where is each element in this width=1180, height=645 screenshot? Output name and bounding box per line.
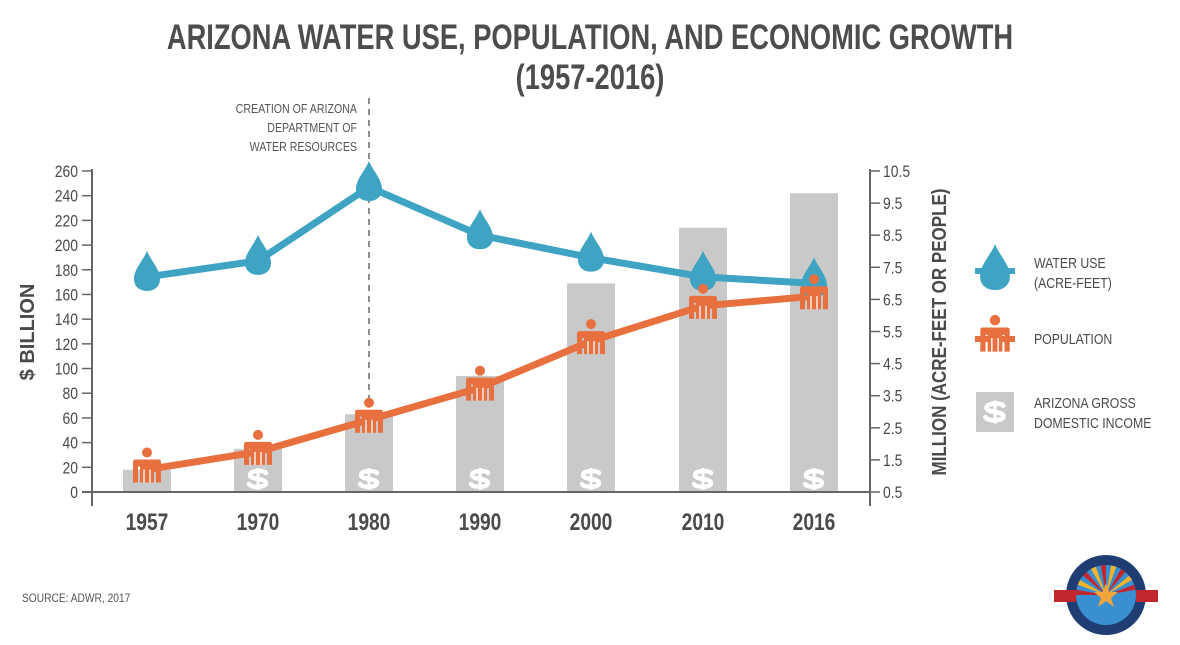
dollar-icon xyxy=(983,400,1006,424)
lines-layer xyxy=(133,161,828,483)
dollar-icon xyxy=(802,468,825,490)
left-axis-title: $ BILLION xyxy=(17,284,39,381)
right-tick-label: 0.5 xyxy=(883,484,902,503)
left-tick-label: 160 xyxy=(55,286,79,305)
logo-star xyxy=(1094,583,1118,607)
population-point-1990 xyxy=(466,365,494,401)
left-tick-label: 140 xyxy=(55,311,79,330)
dollar-icon xyxy=(246,468,269,490)
right-axis-title: MILLION (ACRE-FEET OR PEOPLE) xyxy=(928,189,951,476)
annotation-text: DEPARTMENT OF xyxy=(267,121,357,135)
population-point-2010 xyxy=(689,283,717,319)
axes-layer: 0 20 40 60 80 100 120 140 160 180 200 220 240 260 0.5 1… xyxy=(17,163,950,536)
x-tick-label: 2016 xyxy=(793,508,836,536)
logo xyxy=(1054,555,1158,635)
water-use-point-1970 xyxy=(245,234,271,275)
population-point-1957 xyxy=(133,447,161,483)
population-point-2000 xyxy=(577,319,605,355)
left-tick-label: 220 xyxy=(55,212,79,231)
left-tick-label: 0 xyxy=(70,484,78,503)
left-tick-label: 200 xyxy=(55,237,79,256)
legend-label: POPULATION xyxy=(1034,331,1112,347)
right-tick-label: 7.5 xyxy=(883,259,902,278)
right-tick-label: 10.5 xyxy=(883,163,910,182)
legend-layer: WATER USE (ACRE-FEET) POPULATION ARIZONA GR… xyxy=(975,244,1151,432)
gdi-bar-2016 xyxy=(790,193,838,492)
legend-label: ARIZONA GROSS xyxy=(1034,395,1136,411)
logo-ray xyxy=(1091,566,1106,595)
right-tick-label: 1.5 xyxy=(883,452,902,471)
x-tick-label: 2000 xyxy=(570,508,613,536)
logo-ray xyxy=(1106,565,1117,595)
right-tick-label: 5.5 xyxy=(883,323,902,342)
logo-ribbon-left xyxy=(1054,590,1076,602)
population-point-1980 xyxy=(355,397,383,433)
left-tick-label: 120 xyxy=(55,336,79,355)
dollar-icon xyxy=(357,468,380,490)
left-tick-label: 80 xyxy=(63,385,79,404)
logo-ray xyxy=(1077,580,1106,595)
logo-ray xyxy=(1106,575,1132,595)
x-tick-label: 2010 xyxy=(682,508,725,536)
population-point-1970 xyxy=(244,429,272,465)
source-note: SOURCE: ADWR, 2017 xyxy=(22,591,131,605)
legend-label: WATER USE xyxy=(1034,255,1106,271)
left-tick-label: 180 xyxy=(55,262,79,281)
left-tick-label: 20 xyxy=(63,459,79,478)
annotation-text: CREATION OF ARIZONA xyxy=(236,102,358,116)
right-tick-label: 8.5 xyxy=(883,227,902,246)
legend-label: (ACRE-FEET) xyxy=(1034,275,1112,291)
left-tick-label: 260 xyxy=(55,163,79,182)
dollar-icon xyxy=(468,468,491,490)
population-point-2016 xyxy=(800,274,828,310)
dollar-icon xyxy=(691,468,714,490)
right-tick-label: 6.5 xyxy=(883,291,902,310)
left-tick-label: 100 xyxy=(55,360,79,379)
annotation-layer: CREATION OF ARIZONA DEPARTMENT OF WATER RE… xyxy=(236,98,370,400)
left-tick-label: 60 xyxy=(63,410,79,429)
chart-title: ARIZONA WATER USE, POPULATION, AND ECONO… xyxy=(166,18,1014,97)
water-use-point-1957 xyxy=(134,250,160,291)
right-tick-label: 9.5 xyxy=(883,195,902,214)
x-tick-label: 1957 xyxy=(126,508,169,536)
water-use-point-1980 xyxy=(356,161,382,202)
logo-ray xyxy=(1106,569,1126,595)
x-tick-label: 1970 xyxy=(237,508,280,536)
x-tick-label: 1990 xyxy=(459,508,502,536)
water-use-point-2000 xyxy=(578,231,604,272)
x-tick-label: 1980 xyxy=(348,508,391,536)
annotation-text: WATER RESOURCES xyxy=(250,140,358,154)
right-tick-label: 4.5 xyxy=(883,355,902,374)
dollar-icon xyxy=(579,468,602,490)
person-icon xyxy=(980,314,1010,352)
logo-ribbon-right xyxy=(1136,590,1158,602)
right-tick-label: 3.5 xyxy=(883,387,902,406)
logo-ray xyxy=(1083,572,1106,595)
legend-label: DOMESTIC INCOME xyxy=(1034,415,1151,431)
gdi-bar-2000 xyxy=(567,283,615,492)
water-drop-icon xyxy=(980,244,1010,291)
water-use-point-2010 xyxy=(690,250,716,291)
left-tick-label: 40 xyxy=(63,434,79,453)
water-use-point-1990 xyxy=(467,209,493,250)
right-tick-label: 2.5 xyxy=(883,420,902,439)
left-tick-label: 240 xyxy=(55,187,79,206)
